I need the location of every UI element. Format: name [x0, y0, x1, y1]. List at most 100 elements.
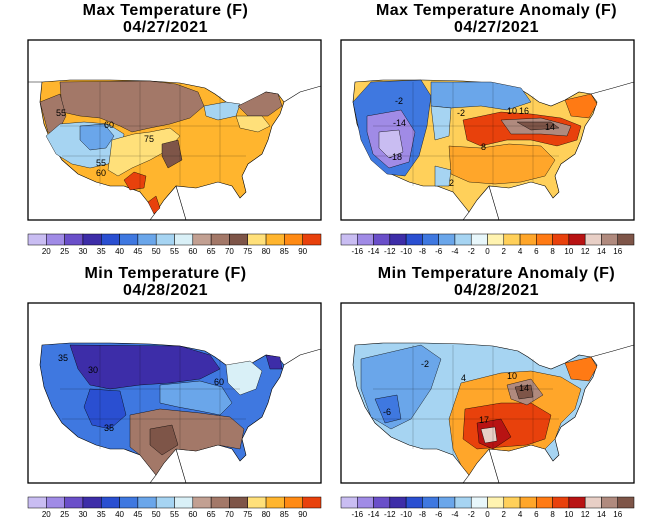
colorbar-swatch	[601, 496, 618, 509]
colorbar-tick-label: 14	[597, 247, 606, 256]
map-label: 14	[545, 122, 555, 132]
colorbar-tick-label: 12	[581, 247, 590, 256]
panel-title-line1: Max Temperature Anomaly (F)	[375, 2, 618, 19]
colorbar-swatch	[192, 496, 212, 509]
colorbar-tick-label: 10	[564, 247, 573, 256]
colorbar-tick-label: 50	[152, 247, 161, 256]
colorbar-anomaly: -16 -14 -12 -10 -8 -6 -4 -2 0 2 4 6 8 10 12 14 16	[340, 496, 635, 519]
colorbar-swatch	[340, 233, 358, 246]
colorbar-tick-label: -12	[384, 247, 396, 256]
colorbar-tick-label: 0	[485, 510, 490, 519]
colorbar-tick-label: -2	[468, 510, 476, 519]
map-label: 60	[104, 120, 114, 130]
colorbar-swatch	[192, 233, 212, 246]
colorbar-swatch	[229, 233, 249, 246]
colorbar-tick-label: 4	[518, 247, 523, 256]
colorbar-swatch	[584, 496, 602, 509]
panel-title-line1: Max Temperature (F)	[82, 2, 249, 19]
colorbar-swatch	[601, 233, 618, 246]
colorbar-swatch	[552, 496, 570, 509]
colorbar-swatch	[487, 233, 505, 246]
colorbar-swatch	[302, 233, 322, 246]
colorbar-swatch	[357, 233, 374, 246]
panel-title-line1: Min Temperature (F)	[84, 265, 247, 282]
colorbar-tick-label: 85	[280, 247, 289, 256]
panel-title-line2: 04/28/2021	[122, 282, 209, 299]
map-label: -14	[393, 118, 406, 128]
panel-title-line2: 04/27/2021	[453, 19, 540, 36]
colorbar-swatch	[373, 233, 391, 246]
colorbar-tick-label: 85	[280, 510, 289, 519]
colorbar-tick-label: 60	[188, 510, 197, 519]
colorbar-swatch	[617, 233, 635, 246]
colorbar-tick-label: 6	[534, 510, 539, 519]
colorbar-tick-label: -8	[419, 510, 427, 519]
colorbar-swatch	[27, 496, 47, 509]
colorbar-tick-label: -8	[419, 247, 427, 256]
map-label: 10	[507, 371, 517, 381]
colorbar-tick-label: 4	[518, 510, 523, 519]
colorbar-tick-label: -6	[435, 510, 443, 519]
colorbar-tick-label: 12	[581, 510, 590, 519]
colorbar-tick-label: 14	[597, 510, 606, 519]
colorbar-tick-label: 0	[485, 247, 490, 256]
colorbar-tick-label: 25	[60, 247, 69, 256]
max-temperature-map: 55 60 75 55 60	[27, 39, 322, 221]
colorbar-swatch	[174, 496, 194, 509]
colorbar-tick-label: -14	[368, 510, 380, 519]
colorbar-swatch	[101, 233, 120, 246]
colorbar-swatch	[389, 496, 407, 509]
map-label: 35	[58, 353, 68, 363]
colorbar-swatch	[568, 233, 586, 246]
max-temperature-anomaly-map: -2 -14 -18 -2 10 16 14 8 2	[340, 39, 635, 221]
colorbar-swatch	[174, 233, 194, 246]
colorbar-swatch	[389, 233, 407, 246]
colorbar-tick-label: -10	[400, 247, 412, 256]
colorbar-swatch	[155, 233, 175, 246]
colorbar-swatch	[284, 496, 303, 509]
map-label: 14	[519, 383, 529, 393]
colorbar-swatch	[229, 496, 249, 509]
map-label: 75	[144, 134, 154, 144]
panel-title-line1: Min Temperature Anomaly (F)	[377, 265, 616, 282]
map-label: 8	[481, 142, 486, 152]
colorbar-swatch	[536, 233, 553, 246]
colorbar-tick-label: 45	[133, 510, 142, 519]
colorbar-tick-label: 35	[97, 510, 106, 519]
colorbar-tick-label: 45	[133, 247, 142, 256]
colorbar-tick-label: 2	[502, 247, 507, 256]
colorbar-tick-label: 55	[170, 510, 179, 519]
colorbar-swatch	[210, 233, 230, 246]
colorbar-swatch	[617, 496, 635, 509]
colorbar-swatch	[101, 496, 120, 509]
colorbar-swatch	[568, 496, 586, 509]
colorbar-tick-label: 75	[243, 510, 252, 519]
colorbar-tick-label: 65	[207, 510, 216, 519]
map-label: -6	[383, 407, 391, 417]
map-label: 60	[96, 168, 106, 178]
colorbar-anomaly: -16 -14 -12 -10 -8 -6 -4 -2 0 2 4 6 8 10 12 14 16	[340, 233, 635, 256]
colorbar-swatch	[373, 496, 391, 509]
colorbar-tick-label: 80	[262, 510, 271, 519]
colorbar-tick-label: 10	[564, 510, 573, 519]
map-label: 17	[479, 415, 489, 425]
colorbar-tick-label: 70	[225, 247, 234, 256]
map-label: -2	[421, 359, 429, 369]
colorbar-swatch	[422, 496, 439, 509]
colorbar-tick-label: 90	[298, 510, 307, 519]
colorbar-swatch	[302, 496, 322, 509]
colorbar-tick-label: 25	[60, 510, 69, 519]
colorbar-tick-label: 80	[262, 247, 271, 256]
colorbar-tick-label: 16	[613, 510, 622, 519]
colorbar-swatch	[454, 496, 472, 509]
colorbar-swatch	[64, 233, 84, 246]
colorbar-swatch	[503, 496, 521, 509]
colorbar-swatch	[82, 496, 102, 509]
colorbar-tick-label: -14	[368, 247, 380, 256]
colorbar-tick-label: -4	[451, 247, 459, 256]
map-label: 35	[104, 423, 114, 433]
colorbar-swatch	[405, 233, 423, 246]
colorbar-tick-label: 70	[225, 510, 234, 519]
colorbar-swatch	[137, 496, 157, 509]
colorbar-tick-label: -16	[351, 510, 363, 519]
